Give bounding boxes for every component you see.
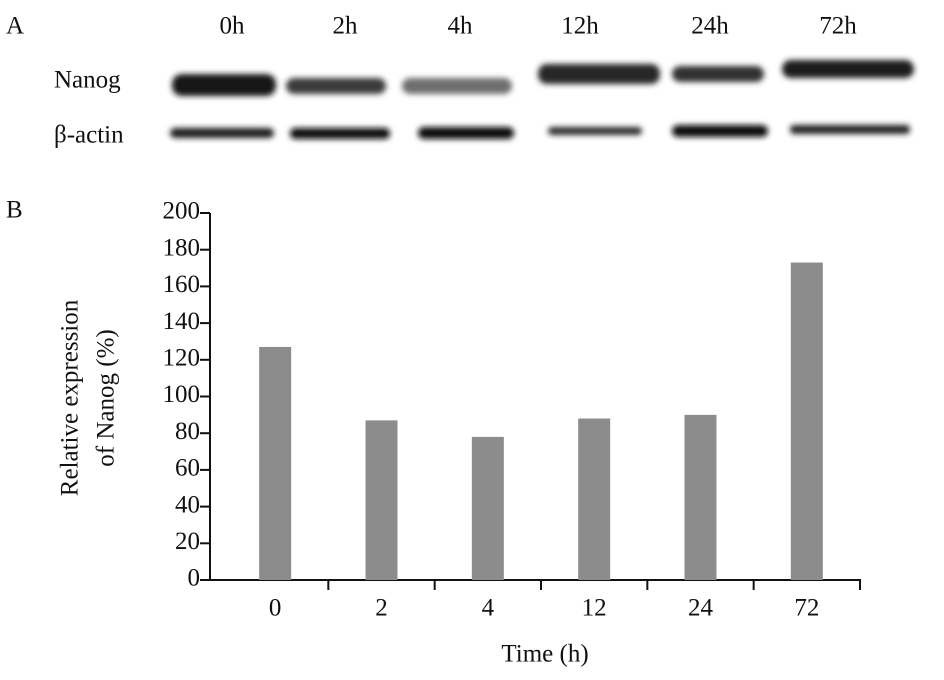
panel-label: A	[6, 13, 24, 40]
y-tick-label: 200	[163, 198, 201, 225]
x-tick-label: 12	[582, 595, 607, 622]
band	[418, 127, 514, 139]
x-tick-label: 24	[688, 595, 714, 622]
blot-bands	[170, 60, 914, 139]
lane-label: 72h	[819, 13, 857, 40]
y-axis-title-line: Relative expression	[57, 299, 84, 496]
band	[538, 64, 660, 84]
bar	[365, 420, 398, 580]
y-tick-label: 20	[175, 528, 200, 555]
band	[782, 60, 914, 78]
bar	[471, 436, 504, 580]
band	[672, 125, 768, 137]
x-tick-label: 72	[794, 595, 819, 622]
y-tick-label: 120	[163, 345, 201, 372]
x-tick-label: 2	[375, 595, 388, 622]
lane-label: 24h	[691, 13, 729, 40]
lane-labels: 0h 2h 4h 12h 24h 72h	[220, 13, 858, 40]
y-tick-label: 180	[163, 234, 201, 261]
lane-label: 4h	[448, 13, 474, 40]
band	[672, 66, 764, 82]
y-tick-label: 60	[175, 455, 200, 482]
panel-label: B	[6, 197, 23, 224]
y-tick-label: 140	[163, 308, 201, 335]
y-tick-label: 80	[175, 418, 200, 445]
x-tick-label: 4	[482, 595, 495, 622]
y-tick-label: 0	[188, 565, 201, 592]
bar	[578, 418, 611, 580]
band	[170, 128, 274, 138]
row-label: β-actin	[54, 122, 124, 149]
band	[548, 127, 642, 135]
x-axis-title: Time (h)	[501, 641, 588, 668]
y-tick-label: 40	[175, 491, 200, 518]
lane-label: 2h	[333, 13, 359, 40]
lane-label: 0h	[220, 13, 246, 40]
y-axis-title: Relative expression of Nanog (%)	[57, 299, 120, 496]
band	[290, 128, 390, 139]
band	[402, 78, 512, 94]
y-tick-label: 160	[163, 271, 201, 298]
y-tick-label: 100	[163, 381, 201, 408]
lane-label: 12h	[561, 13, 599, 40]
x-tick-label: 0	[269, 595, 282, 622]
bar	[790, 262, 823, 580]
bar	[684, 414, 717, 580]
y-axis-title-line: of Nanog (%)	[93, 329, 120, 466]
band	[286, 78, 386, 94]
bar	[259, 346, 292, 580]
band	[790, 125, 910, 134]
band	[172, 74, 276, 96]
row-label: Nanog	[54, 67, 121, 94]
